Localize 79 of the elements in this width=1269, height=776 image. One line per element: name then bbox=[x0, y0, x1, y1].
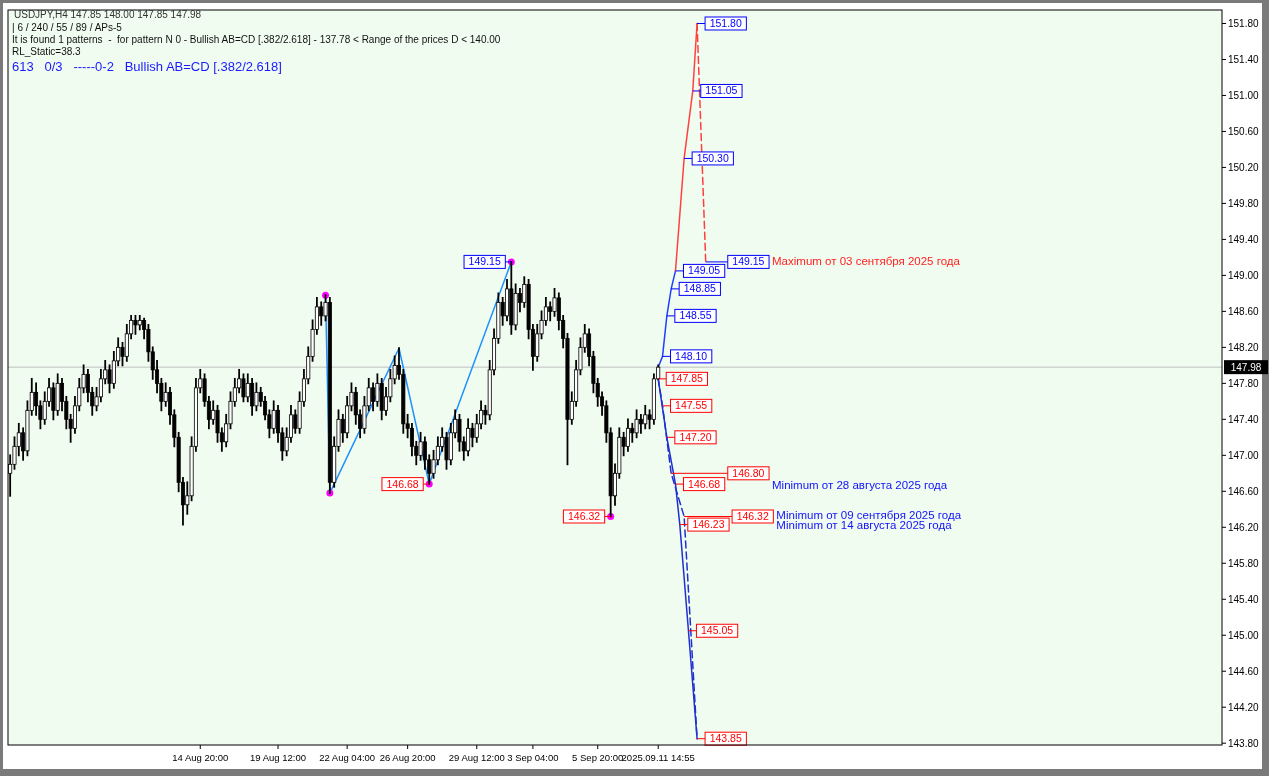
data-label: 147.85 bbox=[670, 372, 704, 385]
y-tick-label: 148.60 bbox=[1228, 305, 1260, 317]
y-tick-label: 149.40 bbox=[1228, 233, 1260, 245]
x-tick-label: 29 Aug 12:00 bbox=[448, 752, 505, 763]
candlestick bbox=[254, 382, 259, 412]
y-tick-label: 147.40 bbox=[1228, 413, 1260, 425]
y-tick-label: 143.80 bbox=[1228, 737, 1260, 749]
annotation: Maximum от 03 сентября 2025 года bbox=[772, 254, 961, 267]
candlestick bbox=[643, 404, 648, 430]
y-tick-label: 147.00 bbox=[1228, 449, 1260, 461]
y-tick-label: 145.40 bbox=[1228, 593, 1260, 605]
x-tick-label: 5 Sep 20:00 bbox=[572, 752, 624, 763]
data-label: 147.20 bbox=[679, 430, 712, 443]
y-tick-label: 145.80 bbox=[1228, 557, 1260, 569]
data-label: 143.85 bbox=[709, 732, 742, 745]
data-label: 145.05 bbox=[701, 624, 734, 637]
y-tick-label: 151.80 bbox=[1228, 17, 1260, 29]
y-tick-label: 149.00 bbox=[1228, 269, 1260, 281]
data-label: 148.85 bbox=[683, 282, 717, 295]
x-tick-label: 2025.09.11 14:55 bbox=[621, 752, 695, 763]
annotation: 613 0/3 -----0-2 Bullish AB=CD [.382/2.618] bbox=[12, 59, 282, 74]
data-label: 151.05 bbox=[705, 84, 738, 97]
data-label: 149.15 bbox=[468, 255, 501, 268]
candlestick bbox=[535, 323, 540, 362]
y-tick-label: 151.00 bbox=[1228, 89, 1260, 101]
candlestick bbox=[319, 301, 324, 326]
annotation: It is found 1 patterns - for pattern N 0 - Bullish AB=CD [.382/2.618] - 137.78 < Range of the prices D < 140.00 bbox=[12, 34, 501, 45]
x-tick-label: 3 Sep 04:00 bbox=[507, 752, 559, 763]
y-tick-label: 149.80 bbox=[1228, 197, 1260, 209]
candlestick bbox=[552, 287, 557, 317]
ref-line-label: 147.98 bbox=[1230, 362, 1262, 374]
data-label: 146.32 bbox=[736, 509, 769, 522]
y-tick-label: 145.00 bbox=[1228, 629, 1260, 641]
y-tick-label: 144.60 bbox=[1228, 665, 1260, 677]
candlestick bbox=[241, 373, 246, 403]
candlestick bbox=[375, 373, 380, 407]
data-label: 147.55 bbox=[675, 399, 708, 412]
data-label: 146.23 bbox=[692, 518, 725, 531]
line-series bbox=[657, 270, 677, 368]
y-tick-label: 150.60 bbox=[1228, 125, 1260, 137]
candlestick bbox=[418, 431, 423, 461]
y-tick-label: 146.20 bbox=[1228, 521, 1260, 533]
candlestick bbox=[250, 377, 255, 416]
y-tick-label: 151.40 bbox=[1228, 53, 1260, 65]
chart-title: USDJPY,H4 147.85 148.00 147.85 147.98 bbox=[14, 9, 202, 20]
data-label: 149.05 bbox=[688, 264, 721, 277]
candlestick bbox=[271, 400, 276, 434]
y-tick-label: 148.20 bbox=[1228, 341, 1260, 353]
candlestick bbox=[638, 413, 643, 434]
candlestick bbox=[634, 409, 639, 439]
x-tick-label: 26 Aug 20:00 bbox=[379, 752, 436, 763]
data-label: 146.68 bbox=[688, 477, 721, 490]
candlestick bbox=[470, 422, 475, 448]
x-tick-label: 22 Aug 04:00 bbox=[319, 752, 376, 763]
annotation: Minimum от 28 августа 2025 года bbox=[772, 478, 948, 491]
y-tick-label: 147.80 bbox=[1228, 377, 1260, 389]
x-tick-label: 19 Aug 12:00 bbox=[250, 752, 307, 763]
annotation: | 6 / 240 / 55 / 89 / APs-5 bbox=[12, 22, 123, 33]
data-label: 146.68 bbox=[386, 477, 419, 490]
data-label: 146.32 bbox=[567, 509, 601, 522]
data-label: 146.80 bbox=[732, 466, 765, 479]
candlestick bbox=[466, 418, 471, 457]
candlestick bbox=[245, 373, 250, 403]
y-tick-label: 150.20 bbox=[1228, 161, 1260, 173]
y-tick-label: 146.60 bbox=[1228, 485, 1260, 497]
data-label: 151.80 bbox=[709, 16, 742, 29]
candlestick bbox=[444, 431, 449, 470]
candlestick bbox=[34, 382, 39, 416]
data-label: 150.30 bbox=[696, 151, 729, 164]
data-label: 149.15 bbox=[732, 255, 765, 268]
data-label: 148.10 bbox=[675, 349, 708, 362]
x-tick-label: 14 Aug 20:00 bbox=[172, 752, 229, 763]
y-tick-label: 144.20 bbox=[1228, 701, 1260, 713]
candlestick bbox=[51, 382, 56, 421]
annotation: RL_Static=38.3 bbox=[12, 46, 82, 57]
candlestick bbox=[630, 422, 635, 443]
data-label: 148.55 bbox=[679, 309, 712, 322]
candlestick bbox=[107, 364, 112, 394]
candlestick bbox=[625, 418, 630, 452]
